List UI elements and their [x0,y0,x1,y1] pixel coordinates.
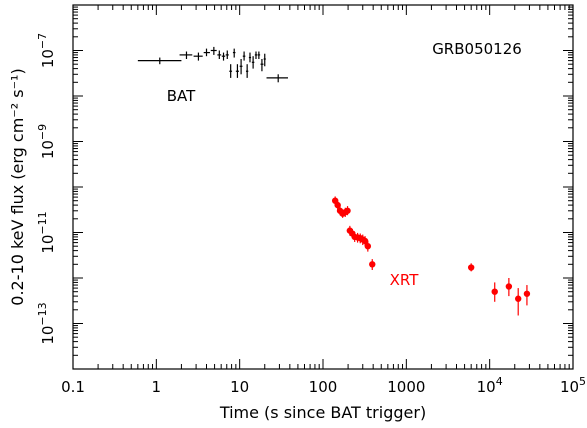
data-point-xrt [364,241,372,252]
data-point-xrt [523,285,531,306]
y-axis-title: 0.2-10 keV flux (erg cm⁻² s⁻¹) [8,68,27,305]
data-marker [361,237,369,245]
data-point-bat [232,48,236,58]
y-tick-labels: 10−7 10−9 10−11 10−13 [36,33,57,345]
data-marker [364,242,372,250]
y-tick-label: 10−13 [36,302,57,344]
ticks-layer [72,4,574,370]
chart-title: GRB050126 [432,40,522,58]
data-marker [515,295,522,302]
data-point-xrt [515,288,522,316]
data-point-bat [245,64,249,78]
data-point-bat [260,59,264,72]
data-point-bat [225,50,229,60]
series-xrt [331,196,531,316]
y-tick-label: 10−11 [36,211,57,253]
data-point-xrt [334,200,341,210]
data-point-xrt [369,259,376,270]
data-point-bat [263,53,266,67]
data-point-bat [254,51,258,60]
data-point-bat [251,56,255,69]
x-tick-label: 1000 [387,378,425,396]
data-marker [334,201,341,209]
data-marker [344,207,351,214]
y-tick-label: 10−7 [36,33,57,68]
x-tick-label: 10 [230,378,249,396]
data-point-bat [221,52,226,61]
data-point-bat [242,51,246,61]
xrt-series-label: XRT [390,271,420,289]
data-marker [491,288,498,295]
data-point-bat [248,52,252,63]
y-tick-label: 10−9 [36,124,57,159]
data-marker [467,264,475,271]
x-tick-label: 100 [309,378,338,396]
x-axis-title: Time (s since BAT trigger) [219,403,426,422]
series-bat [137,46,288,83]
data-point-xrt [491,282,498,302]
series-layer [137,46,531,316]
data-marker [505,283,513,290]
x-tick-label: 1 [152,378,162,396]
x-tick-label: 105 [560,375,586,396]
data-marker [523,290,531,297]
data-point-bat [239,59,243,75]
x-tick-label: 104 [477,375,503,396]
data-point-bat [257,51,261,60]
data-point-xrt [344,206,351,216]
data-point-bat [229,64,233,78]
plot-frame [72,4,574,370]
data-point-bat [210,46,217,55]
data-point-bat [266,74,288,83]
data-point-bat [193,52,203,61]
data-point-bat [203,48,210,57]
x-tick-label: 0.1 [61,378,85,396]
bat-series-label: BAT [167,87,196,105]
data-point-bat [217,50,222,60]
data-marker [369,261,376,268]
x-tick-labels: 0.1 1 10 100 1000 104 105 [61,375,586,396]
data-point-bat [235,64,239,78]
data-point-bat [137,57,182,65]
data-point-bat [179,51,193,60]
data-point-xrt [467,263,475,272]
data-point-xrt [505,278,513,297]
